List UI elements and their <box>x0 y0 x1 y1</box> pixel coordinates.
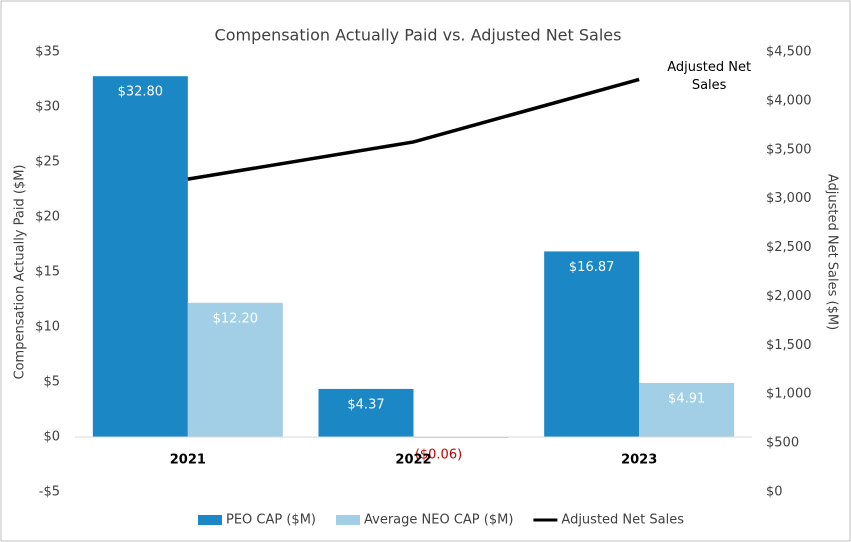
y-tick-label: $30 <box>35 100 60 115</box>
y-tick-label: $10 <box>35 320 60 335</box>
line-series <box>187 77 640 181</box>
y2-tick-label: $2,000 <box>766 289 812 304</box>
y2-tick-label: $2,500 <box>766 240 812 255</box>
y-tick-label: $35 <box>35 45 60 60</box>
y-tick-label: $5 <box>43 375 60 390</box>
legend-label: Average NEO CAP ($M) <box>364 513 513 528</box>
y-tick-label: $25 <box>35 155 60 170</box>
y2-tick-label: $4,000 <box>766 93 812 108</box>
value-label: $32.80 <box>118 85 164 100</box>
legend-swatch <box>336 515 360 525</box>
x-tick-label: 2023 <box>621 453 657 468</box>
value-label: $4.37 <box>347 397 384 412</box>
y2-tick-label: $3,500 <box>766 142 812 157</box>
y-tick-label: $20 <box>35 210 60 225</box>
legend-label: PEO CAP ($M) <box>226 513 316 528</box>
y-tick-label: $15 <box>35 265 60 280</box>
y2-tick-label: $3,000 <box>766 191 812 206</box>
legend-label: Adjusted Net Sales <box>561 513 684 528</box>
bar <box>318 388 414 437</box>
bar <box>544 251 640 437</box>
y2-tick-label: $500 <box>766 436 799 451</box>
line-annotation: Adjusted Net Sales <box>667 60 752 94</box>
y2-tick-label: $0 <box>766 485 783 500</box>
y2-tick-label: $1,000 <box>766 387 812 402</box>
x-tick-label: 2021 <box>170 453 206 468</box>
y-tick-label: $0 <box>43 430 60 445</box>
value-label: $16.87 <box>569 260 615 275</box>
bar <box>639 382 735 437</box>
chart-title: Compensation Actually Paid vs. Adjusted … <box>215 26 622 45</box>
y2-axis-title: Adjusted Net Sales ($M) <box>825 174 840 330</box>
y-tick-label: -$5 <box>39 485 60 500</box>
bar <box>92 76 188 437</box>
value-label: ($0.06) <box>415 448 462 463</box>
legend-swatch <box>198 515 222 525</box>
y2-tick-label: $1,500 <box>766 338 812 353</box>
x-tick-label: 2022 <box>395 453 431 468</box>
bar <box>187 302 283 437</box>
y-axis-title: Compensation Actually Paid ($M) <box>13 165 28 380</box>
value-label: $12.20 <box>213 311 259 326</box>
y2-tick-label: $4,500 <box>766 45 812 60</box>
value-label: $4.91 <box>668 391 705 406</box>
